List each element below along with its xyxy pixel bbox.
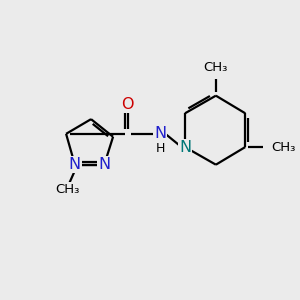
Text: CH₃: CH₃ [56, 183, 80, 196]
Text: N: N [179, 140, 191, 154]
Text: CH₃: CH₃ [204, 61, 228, 74]
Text: N: N [69, 157, 81, 172]
Text: N: N [98, 157, 110, 172]
Text: CH₃: CH₃ [272, 141, 296, 154]
Text: H: H [156, 142, 165, 155]
Text: O: O [122, 97, 134, 112]
Text: N: N [154, 126, 166, 141]
